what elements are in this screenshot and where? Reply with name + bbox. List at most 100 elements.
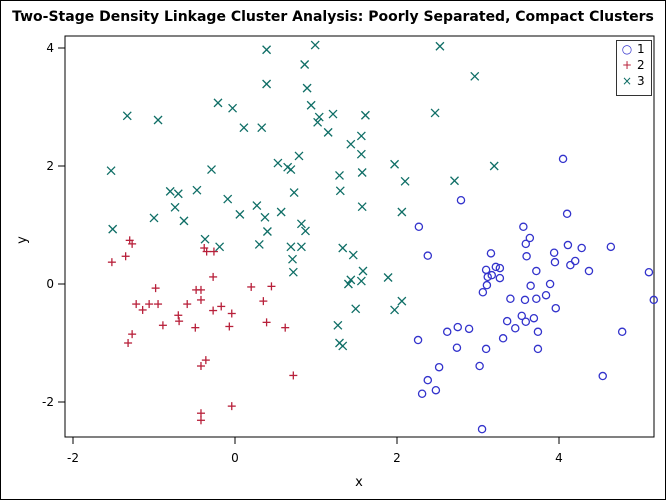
point-cluster-3 bbox=[296, 242, 306, 252]
circle-marker-icon: ○ bbox=[621, 42, 633, 56]
point-cluster-3 bbox=[288, 254, 297, 264]
point-cluster-1 bbox=[423, 251, 433, 260]
point-cluster-3 bbox=[122, 111, 132, 121]
point-cluster-3 bbox=[288, 267, 298, 277]
point-cluster-1 bbox=[522, 252, 531, 261]
x-axis: -2 0 2 4 bbox=[67, 437, 563, 465]
point-cluster-3 bbox=[346, 275, 356, 285]
point-cluster-2 bbox=[247, 282, 256, 291]
point-cluster-3 bbox=[228, 103, 238, 113]
point-cluster-3 bbox=[200, 234, 210, 244]
point-cluster-2 bbox=[121, 252, 130, 261]
point-cluster-1 bbox=[502, 316, 512, 326]
chart-title: Two-Stage Density Linkage Cluster Analys… bbox=[12, 9, 654, 25]
point-cluster-3 bbox=[108, 224, 118, 234]
point-cluster-3 bbox=[348, 250, 358, 260]
point-cluster-2 bbox=[202, 247, 211, 256]
x-tick-label: 0 bbox=[231, 451, 239, 465]
legend: ○ 1 + 2 × 3 bbox=[616, 40, 652, 96]
point-cluster-1 bbox=[521, 317, 531, 327]
point-cluster-1 bbox=[431, 385, 441, 395]
point-cluster-2 bbox=[289, 371, 298, 380]
point-cluster-3 bbox=[335, 186, 345, 196]
point-cluster-1 bbox=[566, 260, 575, 270]
point-cluster-3 bbox=[213, 98, 223, 108]
point-cluster-3 bbox=[346, 139, 356, 149]
point-cluster-1 bbox=[495, 273, 505, 283]
point-cluster-1 bbox=[464, 324, 474, 334]
point-cluster-1 bbox=[598, 371, 607, 381]
point-cluster-3 bbox=[179, 216, 189, 226]
point-cluster-1 bbox=[481, 344, 491, 354]
point-cluster-1 bbox=[475, 361, 484, 371]
point-cluster-2 bbox=[196, 416, 205, 425]
point-cluster-1 bbox=[487, 270, 497, 280]
point-cluster-3 bbox=[149, 213, 159, 223]
point-cluster-1 bbox=[549, 248, 559, 257]
point-cluster-1 bbox=[423, 375, 433, 385]
point-cluster-1 bbox=[545, 279, 555, 289]
x-axis-label: x bbox=[355, 475, 363, 490]
point-cluster-3 bbox=[310, 40, 320, 50]
point-cluster-1 bbox=[558, 154, 568, 164]
point-cluster-3 bbox=[323, 127, 333, 137]
y-tick-label: 0 bbox=[46, 277, 54, 291]
point-cluster-3 bbox=[313, 117, 323, 127]
point-cluster-1 bbox=[511, 323, 520, 333]
point-cluster-3 bbox=[294, 151, 304, 161]
point-cluster-3 bbox=[300, 60, 310, 69]
point-cluster-3 bbox=[223, 194, 233, 204]
point-cluster-1 bbox=[452, 343, 462, 352]
point-cluster-3 bbox=[335, 170, 344, 180]
y-axis-label: y bbox=[15, 236, 30, 244]
point-cluster-2 bbox=[196, 409, 205, 418]
point-cluster-1 bbox=[644, 267, 654, 277]
point-cluster-1 bbox=[414, 222, 424, 232]
point-cluster-2 bbox=[227, 309, 236, 318]
point-cluster-1 bbox=[498, 334, 508, 343]
point-cluster-2 bbox=[259, 297, 268, 306]
point-cluster-1 bbox=[482, 280, 492, 290]
point-cluster-1 bbox=[483, 272, 492, 282]
plus-marker-icon: + bbox=[621, 58, 633, 72]
point-cluster-3 bbox=[306, 100, 316, 110]
point-cluster-2 bbox=[227, 402, 236, 411]
point-cluster-2 bbox=[201, 356, 210, 365]
point-cluster-2 bbox=[209, 306, 218, 315]
x-tick-label: 4 bbox=[555, 451, 563, 465]
point-cluster-2 bbox=[154, 300, 163, 309]
legend-item-3: × 3 bbox=[617, 73, 651, 89]
point-cluster-3 bbox=[254, 240, 264, 249]
point-cluster-1 bbox=[520, 295, 530, 305]
point-cluster-2 bbox=[128, 239, 137, 248]
point-cluster-3 bbox=[262, 227, 272, 236]
x-tick-label: -2 bbox=[67, 451, 79, 465]
point-cluster-2 bbox=[192, 285, 201, 294]
point-cluster-3 bbox=[328, 109, 338, 119]
point-cluster-3 bbox=[435, 41, 445, 51]
y-tick-label: -2 bbox=[42, 395, 54, 409]
point-cluster-3 bbox=[302, 83, 312, 93]
point-cluster-1 bbox=[562, 209, 572, 219]
point-cluster-1 bbox=[413, 335, 423, 345]
point-cluster-3 bbox=[351, 304, 361, 314]
point-cluster-3 bbox=[301, 226, 310, 236]
point-cluster-3 bbox=[289, 188, 299, 198]
data-points bbox=[106, 40, 659, 434]
point-cluster-2 bbox=[183, 300, 192, 309]
point-cluster-3 bbox=[286, 242, 296, 252]
point-cluster-3 bbox=[262, 45, 272, 55]
point-cluster-2 bbox=[191, 323, 200, 332]
y-axis: -2 0 2 4 bbox=[42, 41, 65, 409]
point-cluster-1 bbox=[521, 239, 531, 249]
point-cluster-3 bbox=[383, 273, 393, 282]
point-cluster-3 bbox=[489, 161, 499, 171]
point-cluster-1 bbox=[606, 242, 616, 252]
point-cluster-3 bbox=[390, 159, 400, 169]
plot-area bbox=[64, 35, 655, 438]
point-cluster-3 bbox=[153, 115, 163, 125]
point-cluster-1 bbox=[453, 322, 462, 332]
point-cluster-1 bbox=[434, 362, 444, 372]
point-cluster-3 bbox=[358, 266, 368, 276]
point-cluster-2 bbox=[217, 302, 226, 311]
